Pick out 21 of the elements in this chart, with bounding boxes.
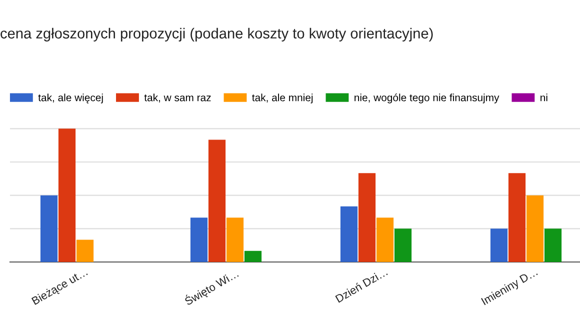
bar [376,218,394,262]
bar [58,128,76,262]
legend-label: nie, wogóle tego nie finansujmy [354,94,500,104]
legend-label: ni [540,94,548,102]
bar [544,228,562,262]
legend-label: tak, w sam raz [144,94,211,103]
bar [40,195,58,262]
bar [76,240,94,262]
bar [226,218,244,262]
legend-label: tak, ale mniej [252,94,313,104]
legend-label: tak, ale więcej [38,94,103,104]
bar [190,218,208,262]
bar [340,206,358,262]
bar [244,250,262,262]
bar [358,173,376,262]
bar [394,228,412,262]
bar [526,195,544,262]
bar [208,140,226,262]
chart-title: cena zgłoszonych propozycji (podane koszty to kwoty orientacyjne) [0,28,433,42]
bar [508,173,526,262]
bar [490,228,508,262]
